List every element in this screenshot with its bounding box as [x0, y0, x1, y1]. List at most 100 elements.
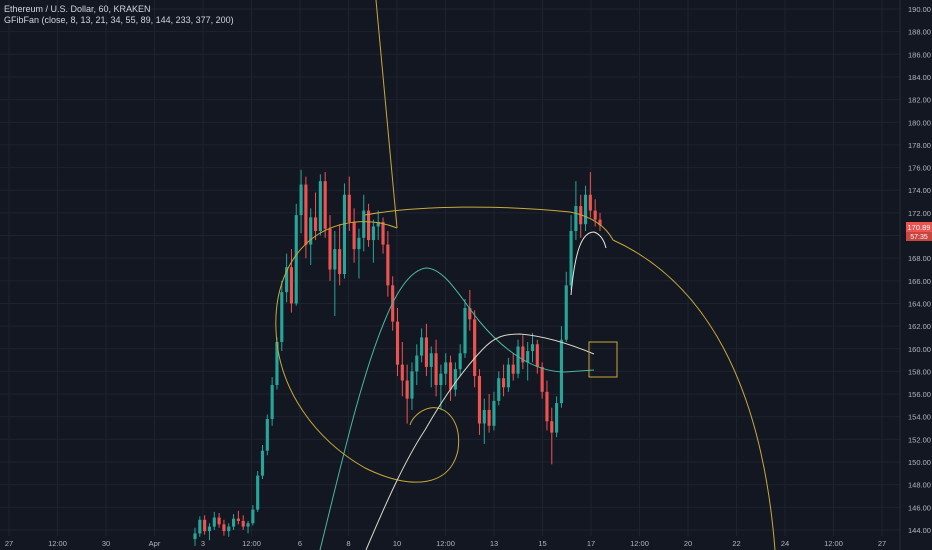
y-tick-label: 186.00: [908, 50, 931, 59]
candle-body: [588, 194, 592, 211]
y-tick-label: 172.00: [908, 209, 931, 218]
time-axis[interactable]: 27 12:00 30 Apr 3 12:00 6 8 10 12:00 13 15 17 12:00 20…: [5, 539, 886, 548]
countdown-badge: [906, 232, 932, 241]
candle-body: [530, 344, 535, 352]
last-price-value: 170.89: [908, 223, 931, 232]
candle-body: [265, 419, 269, 451]
candle-body: [222, 524, 226, 532]
y-tick-label: 182.00: [908, 96, 931, 105]
x-tick-label: 15: [538, 539, 546, 548]
candle-body: [323, 181, 327, 229]
candle-body: [251, 509, 255, 524]
candle-body: [405, 380, 409, 399]
symbol-title[interactable]: Ethereum / U.S. Dollar, 60, KRAKEN: [4, 4, 151, 14]
y-tick-label: 144.00: [908, 526, 931, 535]
chart-legend: Ethereum / U.S. Dollar, 60, KRAKEN GFibF…: [4, 4, 234, 26]
y-tick-label: 158.00: [908, 367, 931, 376]
x-tick-label: 10: [393, 539, 401, 548]
candle-body: [540, 366, 544, 392]
candle-body: [448, 362, 453, 390]
candle-body: [386, 244, 390, 286]
candle-body: [294, 215, 298, 304]
candle-body: [473, 319, 477, 376]
x-tick-label: 27: [878, 539, 886, 548]
x-tick-label: 20: [684, 539, 692, 548]
candle-body: [395, 321, 400, 365]
candle-body: [362, 210, 366, 238]
candle-body: [502, 378, 506, 388]
y-tick-label: 166.00: [908, 277, 931, 286]
x-tick-label: 8: [346, 539, 350, 548]
candle-body: [511, 364, 515, 374]
candle-body: [212, 517, 216, 527]
indicator-title[interactable]: GFibFan (close, 8, 13, 21, 34, 55, 89, 1…: [4, 15, 234, 25]
x-tick-label: 12:00: [436, 539, 455, 548]
candle-body: [497, 378, 501, 401]
candle-body: [593, 210, 597, 220]
candle-body: [328, 228, 332, 270]
candle-body: [270, 385, 274, 420]
fib-teal-curve: [319, 267, 595, 550]
x-tick-label: 12:00: [630, 539, 649, 548]
candle-body: [227, 526, 231, 532]
candle-body: [574, 206, 578, 231]
candle-body: [598, 219, 602, 226]
candle-body: [434, 353, 438, 386]
candle-body: [482, 409, 486, 424]
y-tick-label: 154.00: [908, 413, 931, 422]
candle-body: [506, 364, 510, 388]
fib-fan-overlay: [275, 0, 776, 550]
candle-body: [444, 362, 448, 374]
y-tick-label: 176.00: [908, 164, 931, 173]
candle-body: [516, 346, 520, 374]
x-tick-label: 27: [5, 539, 13, 548]
candle-body: [193, 533, 197, 540]
candle-body: [342, 194, 347, 275]
candles: [193, 169, 602, 546]
candle-body: [333, 249, 337, 270]
x-tick-label: 12:00: [824, 539, 843, 548]
x-tick-label: 6: [298, 539, 302, 548]
grid: [0, 0, 901, 550]
y-tick-label: 180.00: [908, 118, 931, 127]
candle-body: [318, 181, 322, 231]
candle-body: [232, 518, 236, 527]
x-tick-label: 17: [587, 539, 595, 548]
candle-body: [545, 391, 549, 422]
x-tick-label: 13: [490, 539, 498, 548]
candle-body: [246, 523, 250, 527]
candle-body: [275, 341, 279, 386]
candle-body: [241, 520, 245, 527]
fib-steep-line: [375, 0, 398, 229]
candle-body: [400, 364, 404, 381]
candle-body: [526, 351, 530, 363]
fib-box: [588, 341, 618, 378]
fib-white-curve: [365, 333, 595, 550]
y-tick-label: 178.00: [908, 141, 931, 150]
candle-body: [564, 285, 568, 340]
candle-body: [371, 226, 375, 241]
y-tick-label: 146.00: [908, 503, 931, 512]
candle-body: [424, 337, 428, 367]
candle-body: [347, 194, 351, 222]
x-tick-label: 12:00: [242, 539, 261, 548]
y-tick-label: 150.00: [908, 458, 931, 467]
candle-body: [367, 210, 371, 241]
fib-arc-top: [364, 206, 776, 550]
candle-body: [203, 519, 207, 532]
candle-body: [492, 400, 496, 426]
candle-body: [285, 267, 289, 293]
y-tick-label: 152.00: [908, 435, 931, 444]
candle-body: [458, 353, 462, 370]
y-tick-label: 190.00: [908, 5, 931, 14]
candle-body: [535, 344, 539, 367]
candle-body: [352, 221, 356, 250]
y-tick-label: 168.00: [908, 254, 931, 263]
y-tick-label: 164.00: [908, 299, 931, 308]
candle-body: [463, 308, 467, 354]
y-tick-label: 160.00: [908, 345, 931, 354]
x-tick-label: 22: [732, 539, 740, 548]
candle-body: [357, 237, 361, 250]
x-tick-label: 3: [201, 539, 205, 548]
